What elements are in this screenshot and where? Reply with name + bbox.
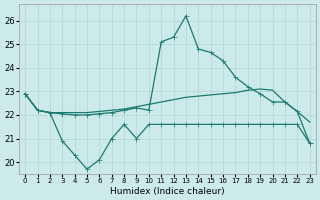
X-axis label: Humidex (Indice chaleur): Humidex (Indice chaleur): [110, 187, 225, 196]
